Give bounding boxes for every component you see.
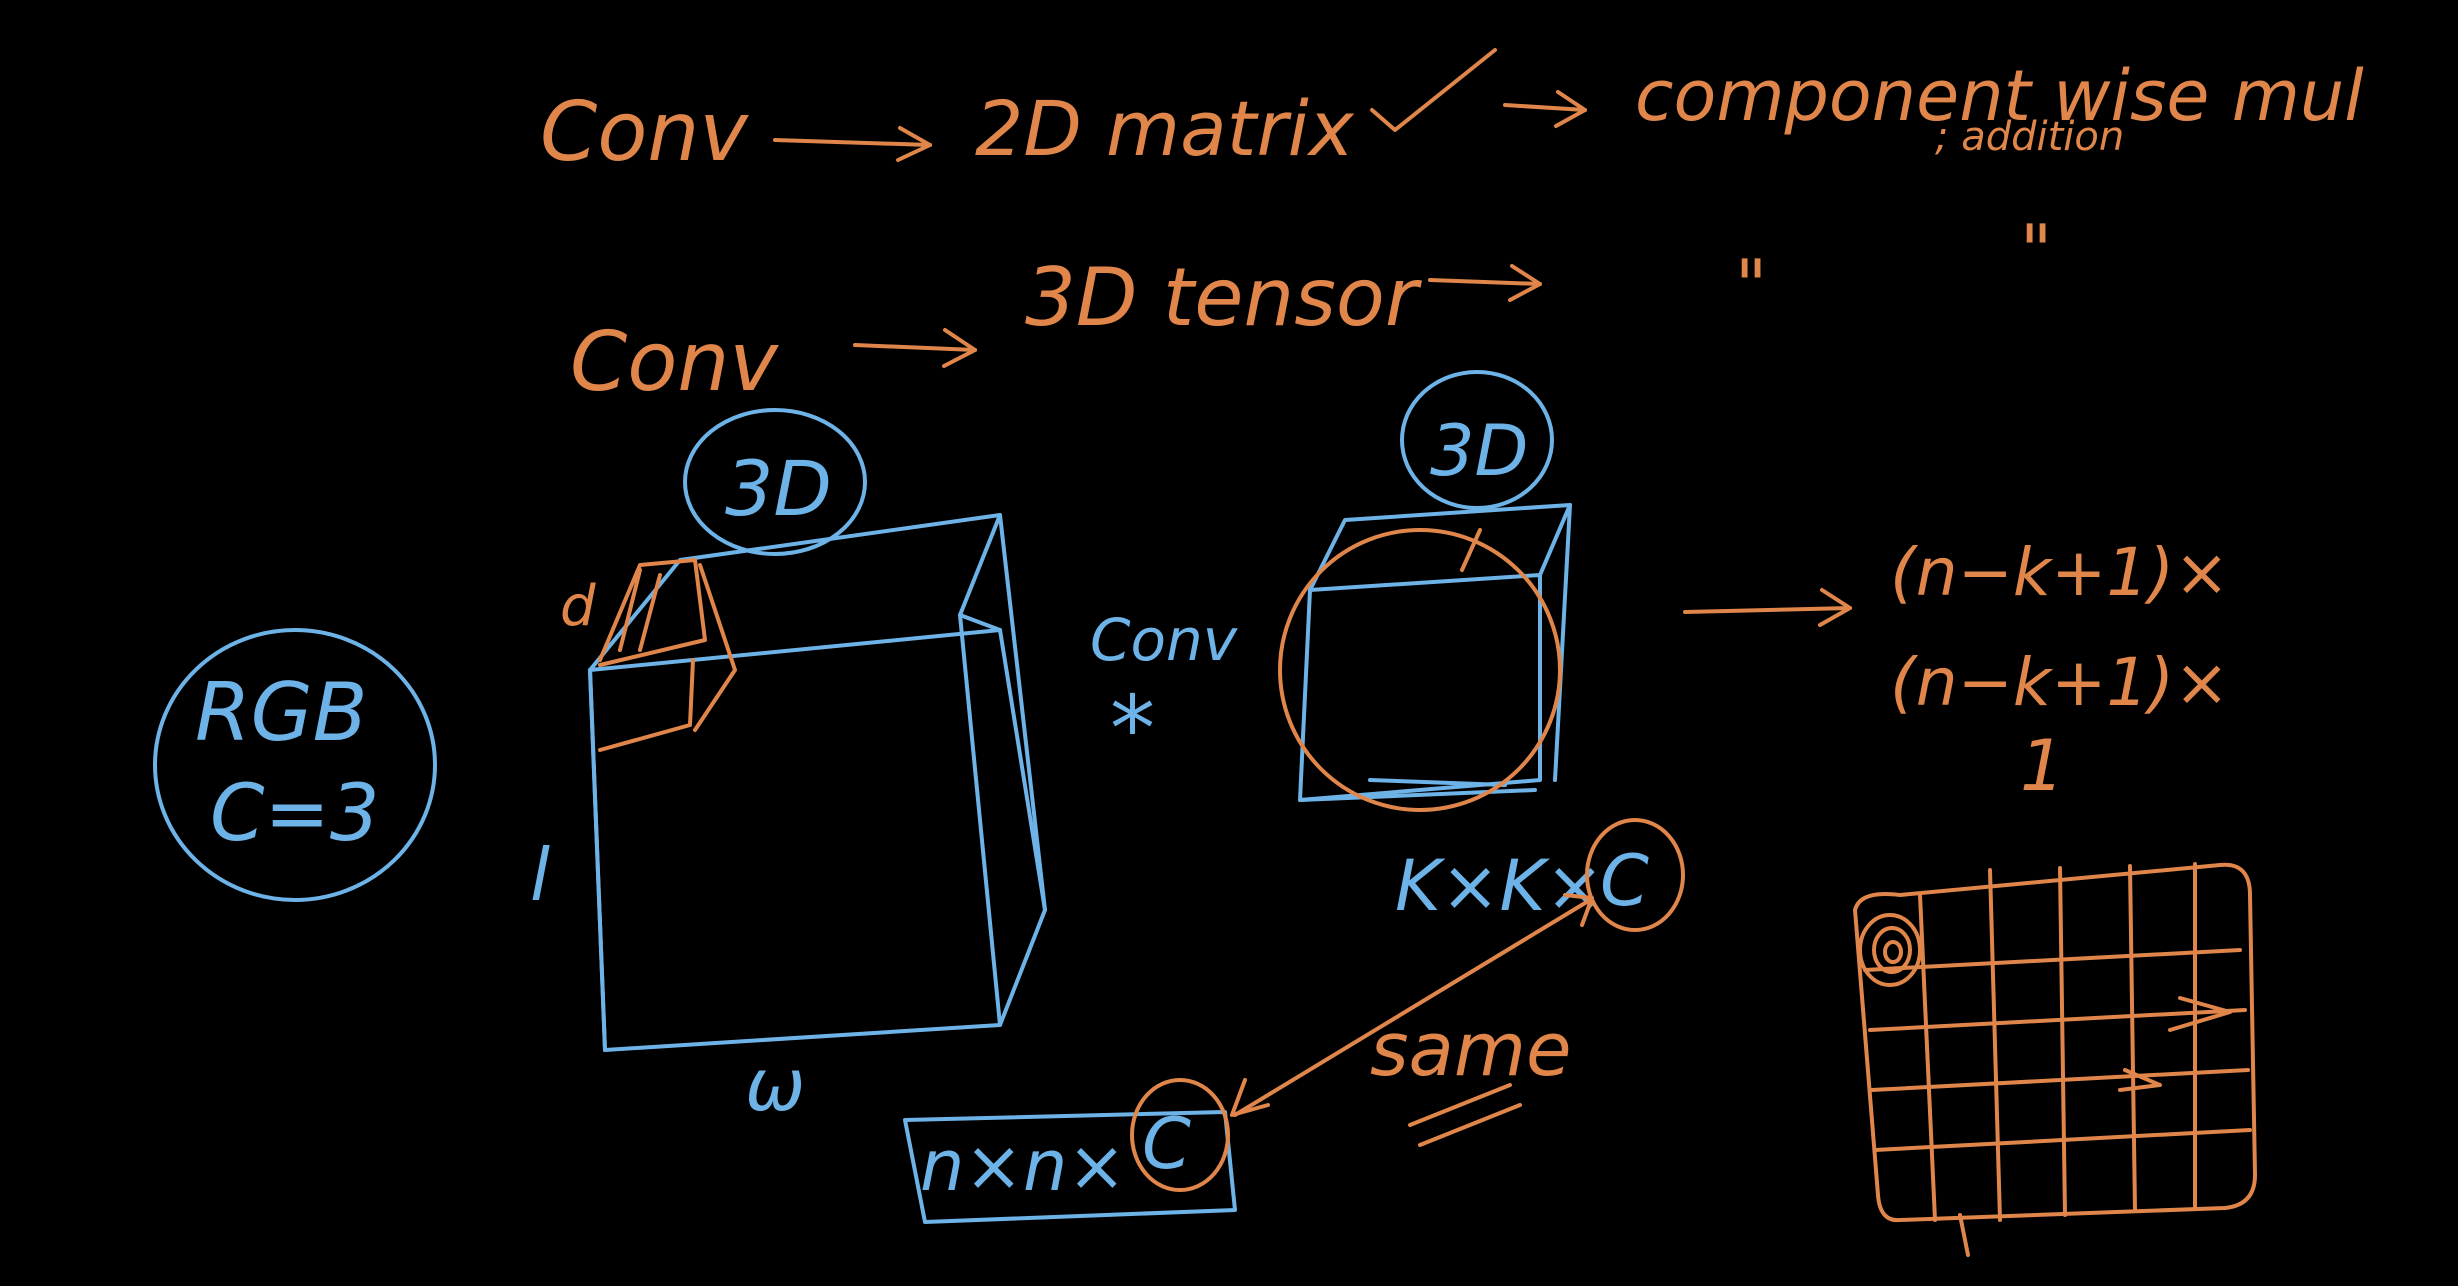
arrow-line2-b xyxy=(1428,264,1542,302)
ditto-mark-1: " xyxy=(1735,245,1767,327)
input-tensor-cube xyxy=(588,513,1047,1052)
highlight-patch xyxy=(598,558,737,752)
input-dims-label: n×n× xyxy=(920,1125,1126,1207)
output-dim-line3: 1 xyxy=(2020,725,2065,807)
line1-conv: Conv xyxy=(540,85,749,180)
same-underline-1 xyxy=(1408,1083,1512,1127)
3d-badge-right: 3D xyxy=(1400,370,1554,510)
kernel-highlight-circle xyxy=(1278,528,1562,812)
dim-d-label: d xyxy=(560,574,596,639)
input-size-box: n×n× C xyxy=(903,1078,1237,1224)
same-label: same xyxy=(1370,1007,1572,1093)
line2-conv: Conv xyxy=(570,315,779,410)
conv-operator-label: Conv xyxy=(1090,606,1239,674)
dim-w-label: ω xyxy=(745,1043,805,1127)
arrow-line2-a xyxy=(853,328,977,368)
kernel-cube xyxy=(1298,503,1572,802)
3d-badge-left-label: 3D xyxy=(725,444,832,533)
3d-badge-right-label: 3D xyxy=(1430,410,1528,492)
line1-addition: ; addition xyxy=(1935,114,2124,160)
same-underline-2 xyxy=(1418,1103,1522,1147)
channels-label: C=3 xyxy=(210,769,379,859)
same-double-arrow xyxy=(1230,893,1594,1117)
output-dim-line2: (n−k+1)× xyxy=(1890,644,2229,721)
kernel-dims-label: K×K× xyxy=(1395,845,1604,927)
ditto-mark-2: " xyxy=(2020,210,2052,292)
output-arrow xyxy=(1683,588,1852,627)
kernel-c-label: C xyxy=(1600,840,1649,922)
output-feature-map-grid xyxy=(1853,862,2257,1257)
output-cell-highlight xyxy=(1858,913,1922,987)
conv-star-icon: * xyxy=(1110,677,1155,782)
line1-component-wise-mul: component wise mul xyxy=(1635,55,2364,137)
input-c-label: C xyxy=(1142,1103,1191,1185)
rgb-circle: RGB C=3 xyxy=(153,628,437,902)
arrow-line1-b xyxy=(1503,90,1587,128)
3d-badge-left: 3D xyxy=(683,408,867,556)
kernel-mark xyxy=(1460,528,1482,572)
checkmark-icon xyxy=(1370,48,1497,132)
line2-3d-tensor: 3D tensor xyxy=(1025,251,1423,344)
rgb-label: RGB xyxy=(195,666,367,759)
line1-2d-matrix: 2D matrix xyxy=(975,84,1355,173)
kernel-c-circle xyxy=(1585,818,1685,932)
output-dim-line1: (n−k+1)× xyxy=(1890,534,2229,611)
dim-l-label: l xyxy=(530,833,550,917)
arrow-line1-a xyxy=(773,126,932,162)
